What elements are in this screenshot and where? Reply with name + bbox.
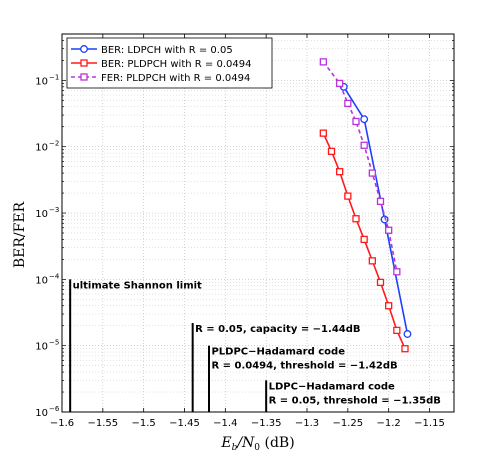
- limit-annotation: R = 0.05, capacity = −1.44dB: [195, 324, 360, 335]
- y-axis-title: BER/FER: [12, 201, 28, 268]
- x-tick-label: −1.15: [414, 418, 445, 429]
- data-point: [352, 117, 360, 126]
- data-point: [380, 215, 389, 224]
- data-point: [319, 58, 327, 66]
- y-tick-exponent: −6: [49, 405, 60, 413]
- data-point: [344, 99, 352, 108]
- data-point: [385, 226, 393, 234]
- limit-annotation: PLDPC−Hadamard code: [211, 347, 345, 358]
- data-point: [376, 278, 385, 287]
- x-axis-title: Eb/N0 (dB): [220, 435, 294, 453]
- data-point: [352, 215, 360, 223]
- y-tick-label: 10: [35, 342, 48, 353]
- x-tick-label: −1.25: [333, 418, 364, 429]
- legend-label: FER: PLDPCH with R = 0.0494: [101, 73, 250, 84]
- limit-annotation: ultimate Shannon limit: [73, 280, 202, 291]
- x-tick-label: −1.2: [377, 418, 401, 429]
- series-line: [343, 86, 409, 335]
- series-2: [319, 129, 409, 353]
- legend-entry: FER: PLDPCH with R = 0.0494: [71, 73, 250, 84]
- data-point: [401, 345, 409, 353]
- legend-label: BER: LDPCH with R = 0.05: [101, 45, 233, 56]
- x-tick-label: −1.4: [213, 418, 237, 429]
- y-tick-label: 10: [35, 408, 48, 419]
- legend: BER: LDPCH with R = 0.05 BER: PLDPCH with…: [66, 37, 273, 89]
- limit-lines: ultimate Shannon limit R = 0.05, capacity…: [69, 279, 441, 412]
- data-point: [327, 147, 336, 156]
- data-point: [368, 169, 376, 177]
- data-point: [80, 59, 88, 67]
- y-tick-label: 10: [35, 275, 48, 286]
- limit-annotation: R = 0.0494, threshold = −1.42dB: [211, 361, 397, 372]
- y-tick-exponent: −4: [49, 272, 60, 280]
- limit-annotation: R = 0.05, threshold = −1.35dB: [269, 395, 441, 406]
- data-point: [385, 302, 393, 310]
- y-tick-exponent: −3: [49, 206, 59, 214]
- y-tick-exponent: −1: [49, 73, 59, 81]
- x-tick-label: −1.45: [169, 418, 200, 429]
- data-point: [403, 330, 412, 338]
- data-point: [360, 115, 369, 124]
- x-tick-label: −1.5: [132, 418, 156, 429]
- data-point: [376, 197, 385, 205]
- y-tick-label: 10: [35, 209, 48, 220]
- legend-entry: BER: PLDPCH with R = 0.0494: [71, 59, 251, 70]
- series-1: [339, 82, 412, 338]
- data-point: [360, 141, 368, 149]
- x-tick-label: −1.35: [251, 418, 282, 429]
- x-tick-label: −1.6: [50, 418, 74, 429]
- x-tick-label: −1.55: [88, 418, 119, 429]
- data-point: [344, 192, 352, 200]
- y-tick-label: 10: [35, 143, 48, 154]
- series-3: [319, 58, 401, 276]
- limit-annotation: LDPC−Hadamard code: [269, 381, 395, 392]
- data-point: [80, 73, 88, 81]
- data-point: [336, 168, 344, 176]
- data-point: [80, 45, 88, 53]
- data-point: [393, 268, 401, 276]
- x-tick-label: −1.3: [295, 418, 319, 429]
- data-point: [360, 235, 368, 244]
- legend-box: [66, 37, 273, 89]
- data-point: [368, 257, 376, 265]
- data-series: [319, 58, 412, 353]
- y-tick-exponent: −5: [49, 339, 59, 347]
- y-tick-label: 10: [35, 76, 48, 87]
- data-point: [393, 326, 401, 335]
- legend-label: BER: PLDPCH with R = 0.0494: [101, 59, 251, 70]
- data-point: [336, 79, 344, 88]
- axis-ticks: −1.6 −1.55 −1.5 −1.45 −1.4 −1.35 −1.3 −1.25 −1.2…: [35, 33, 454, 429]
- data-point: [319, 129, 327, 137]
- legend-entry: BER: LDPCH with R = 0.05: [71, 45, 233, 56]
- y-tick-exponent: −2: [49, 140, 59, 148]
